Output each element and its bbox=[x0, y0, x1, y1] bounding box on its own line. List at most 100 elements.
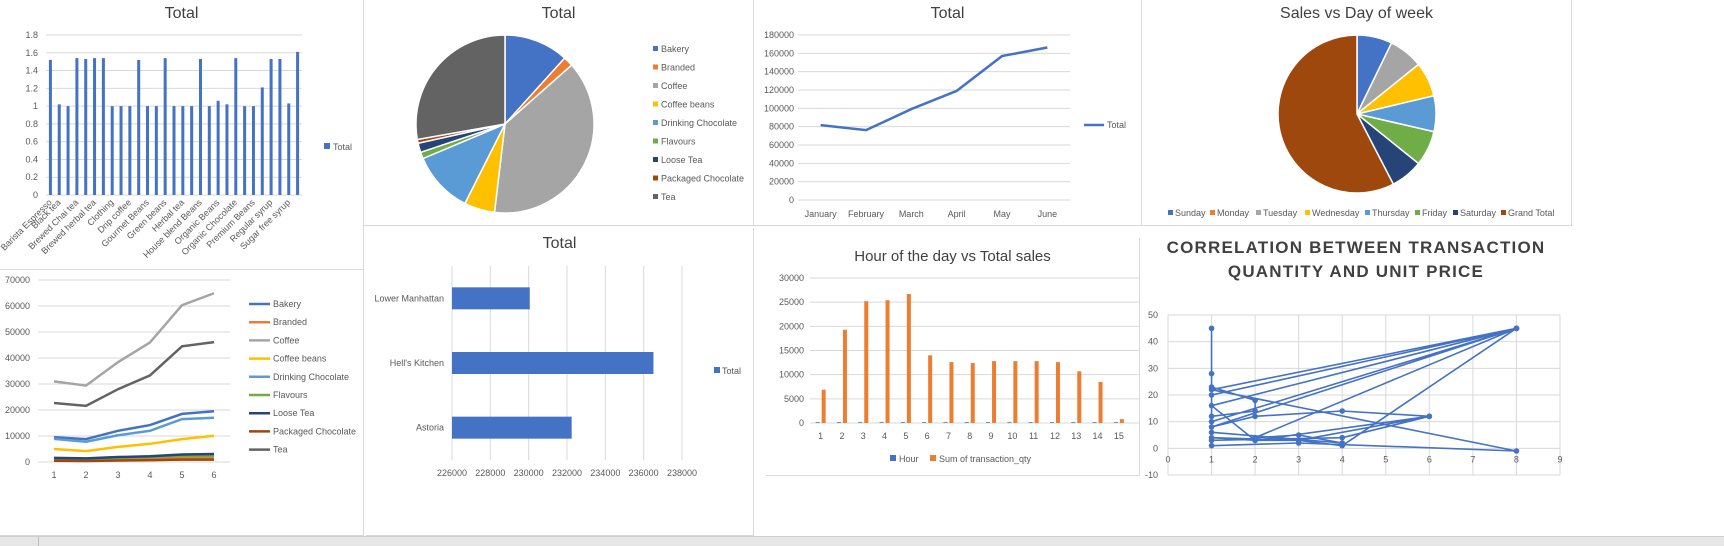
y-tick-label: 5000 bbox=[784, 394, 804, 404]
legend-label: Sum of transaction_qty bbox=[939, 454, 1032, 464]
chart-title-line-2: QUANTITY AND UNIT PRICE bbox=[1227, 262, 1485, 281]
bar bbox=[906, 293, 911, 423]
y-tick-label: 40000 bbox=[769, 158, 794, 168]
bar bbox=[1071, 422, 1076, 423]
bar bbox=[251, 106, 255, 195]
chart-panel-category-pie: Total Bakery Branded Coffee Coffee beans Dri… bbox=[364, 0, 754, 226]
x-tick-label: 5 bbox=[179, 470, 184, 480]
scatter-point bbox=[1208, 442, 1215, 449]
chart-panel-monthly: Total 0 20000 40000 60000 80000 100000 120000 1… bbox=[754, 0, 1142, 226]
legend-swatch bbox=[1210, 210, 1215, 215]
x-tick-label: 232000 bbox=[552, 468, 582, 478]
legend-label: Flavours bbox=[661, 137, 696, 147]
pie-chart-day-of-week: Sunday Monday Tuesday Wednesday Thursday Frid… bbox=[1168, 34, 1554, 218]
pie-slice bbox=[504, 34, 566, 126]
y-tick-label: Lower Manhattan bbox=[374, 293, 444, 303]
scatter-point bbox=[1513, 325, 1520, 332]
bar bbox=[216, 100, 220, 195]
x-tick-label: June bbox=[1038, 209, 1058, 219]
x-tick-label: 9 bbox=[1557, 454, 1562, 464]
scatter-point bbox=[1208, 424, 1215, 430]
scatter-point bbox=[1339, 440, 1346, 446]
bar bbox=[243, 106, 247, 195]
legend-label: Monday bbox=[1217, 208, 1250, 218]
x-tick-label: 238000 bbox=[667, 468, 697, 478]
scatter-point bbox=[1339, 434, 1346, 441]
scatter-point bbox=[1208, 429, 1215, 436]
x-tick-label: January bbox=[805, 209, 838, 219]
legend-label: Coffee beans bbox=[661, 100, 715, 110]
legend-label: Packaged Chocolate bbox=[273, 426, 356, 436]
y-tick-label: 140000 bbox=[764, 67, 794, 77]
y-tick-label: 120000 bbox=[764, 85, 794, 95]
bar bbox=[949, 362, 954, 423]
bar bbox=[452, 416, 572, 439]
y-tick-label: 1.4 bbox=[25, 66, 38, 76]
x-tick-label: 10 bbox=[1007, 431, 1017, 441]
strip-divider bbox=[38, 537, 39, 546]
y-tick-label: 1.2 bbox=[25, 83, 38, 93]
legend-swatch bbox=[653, 138, 658, 144]
bar bbox=[119, 106, 123, 195]
scatter-point bbox=[1513, 448, 1520, 454]
chart-panel-correlation: CORRELATION BETWEEN TRANSACTION QUANTITY… bbox=[1140, 228, 1572, 536]
y-tick-label: 0.2 bbox=[25, 172, 38, 182]
legend-swatch bbox=[324, 143, 330, 149]
bar bbox=[225, 104, 229, 195]
y-tick-label: 15000 bbox=[779, 346, 804, 356]
chart-panel-hour-of-day: Hour of the day vs Total sales 0 5000 1000… bbox=[766, 238, 1140, 476]
bar bbox=[269, 59, 273, 195]
legend-swatch bbox=[653, 175, 658, 181]
bar bbox=[864, 301, 869, 423]
series-line bbox=[1210, 327, 1518, 452]
y-tick-label: 20 bbox=[1148, 390, 1158, 400]
y-tick-label: 0 bbox=[25, 457, 30, 467]
legend-swatch bbox=[930, 455, 936, 461]
legend-label: Bakery bbox=[273, 299, 302, 309]
chart-panel-category-trend: 0 10000 20000 30000 40000 50000 60000 70000 1 2 3 4… bbox=[0, 270, 364, 536]
x-tick-label: April bbox=[948, 209, 966, 219]
x-tick-label: 6 bbox=[211, 470, 216, 480]
sheet-scroll-strip[interactable] bbox=[0, 536, 1724, 546]
x-tick-label: 4 bbox=[1340, 454, 1345, 464]
scatter-point bbox=[1295, 440, 1302, 446]
bar bbox=[992, 361, 997, 423]
y-tick-label: 0.8 bbox=[25, 119, 38, 129]
y-tick-label: 50000 bbox=[5, 327, 30, 337]
line-chart-category-trend: 0 10000 20000 30000 40000 50000 60000 70000 1 2 3 4… bbox=[5, 275, 356, 480]
series-line bbox=[53, 452, 215, 460]
y-tick-label: 60000 bbox=[5, 301, 30, 311]
bar bbox=[885, 300, 890, 423]
legend-swatch bbox=[714, 367, 720, 373]
legend-label: Coffee bbox=[273, 335, 299, 345]
hbar-chart-store-location: 226000 228000 230000 232000 234000 236000 2380… bbox=[374, 266, 741, 478]
x-tick-label: March bbox=[899, 209, 924, 219]
scatter-point bbox=[1208, 437, 1215, 444]
scatter-point bbox=[1295, 432, 1302, 438]
pie-chart-categories: Bakery Branded Coffee Coffee beans Drinking … bbox=[415, 34, 744, 214]
x-tick-label: 6 bbox=[1427, 454, 1432, 464]
chart-title: Sales vs Day of week bbox=[1280, 5, 1433, 22]
y-tick-label: 10000 bbox=[5, 431, 30, 441]
legend-label: Tea bbox=[661, 192, 676, 202]
bar bbox=[146, 106, 150, 195]
chart-title-line-1: CORRELATION BETWEEN TRANSACTION bbox=[1166, 238, 1546, 257]
x-tick-label: 1 bbox=[1209, 454, 1214, 464]
bar bbox=[101, 58, 105, 195]
x-tick-label: 2 bbox=[1253, 454, 1258, 464]
bar bbox=[93, 58, 97, 195]
bar bbox=[296, 51, 300, 196]
y-tick-label: 0 bbox=[33, 190, 38, 200]
series-line bbox=[820, 46, 1048, 132]
legend-swatch bbox=[1415, 210, 1420, 215]
chart-panel-day-of-week: Sales vs Day of week Sunday Monday Tuesday… bbox=[1142, 0, 1572, 226]
bar bbox=[181, 106, 185, 195]
bar bbox=[1119, 419, 1124, 423]
scatter-point bbox=[1252, 437, 1258, 444]
y-tick-label: -10 bbox=[1145, 470, 1158, 480]
pie-slice bbox=[415, 34, 506, 141]
x-tick-label: May bbox=[993, 209, 1011, 219]
scatter-point bbox=[1252, 413, 1258, 420]
legend-label: Saturday bbox=[1460, 208, 1497, 218]
